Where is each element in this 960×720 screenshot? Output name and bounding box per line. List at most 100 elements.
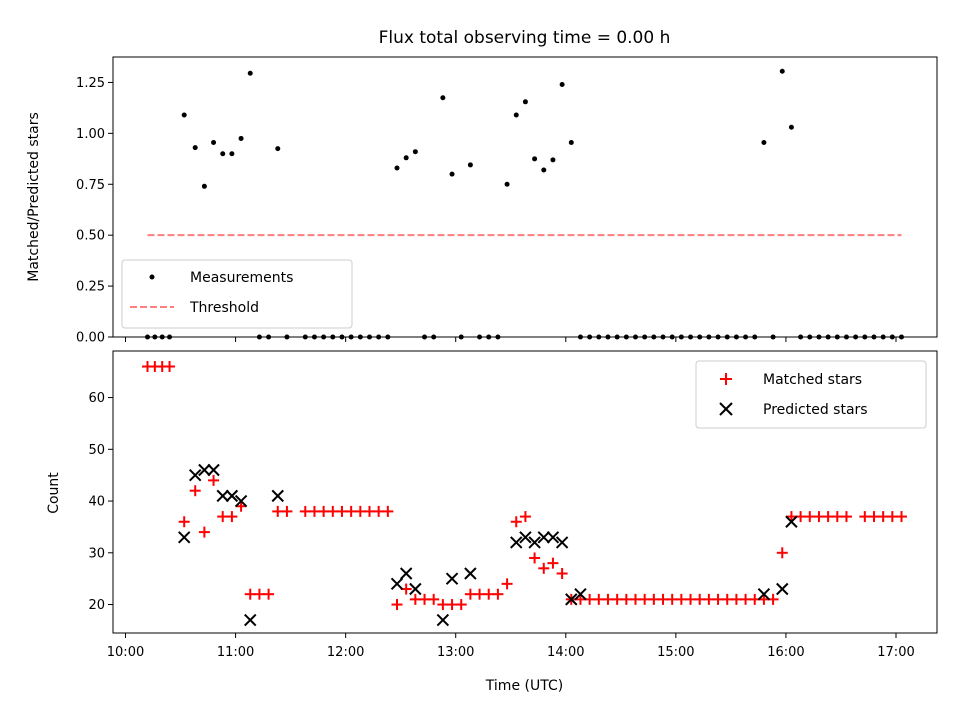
x-tick-label: 17:00 xyxy=(877,645,914,660)
predicted-star-point xyxy=(409,582,422,596)
predicted-star-point xyxy=(785,515,798,528)
matched-star-point xyxy=(721,593,733,605)
matched-star-point xyxy=(189,485,201,497)
matched-star-point xyxy=(519,511,531,523)
measurement-point xyxy=(532,156,538,162)
matched-star-point xyxy=(574,593,586,605)
measurement-point xyxy=(220,151,226,157)
x-tick-label: 14:00 xyxy=(547,645,584,660)
matched-star-point xyxy=(217,511,229,523)
measurement-point xyxy=(440,95,446,101)
legend-predicted-marker xyxy=(719,402,733,416)
measurement-point xyxy=(247,70,253,76)
measurement-point xyxy=(181,112,187,118)
measurement-point xyxy=(559,81,565,87)
bottom-legend-box xyxy=(695,360,927,429)
y-tick-label: 0.50 xyxy=(76,229,105,244)
y-tick-label: 20 xyxy=(88,598,105,613)
measurement-point xyxy=(761,140,767,146)
predicted-star-point xyxy=(528,536,541,549)
matched-star-point xyxy=(208,474,220,486)
matched-star-point xyxy=(776,547,788,559)
matched-star-point xyxy=(547,557,559,569)
matched-star-point xyxy=(345,505,357,517)
measurement-point xyxy=(541,167,547,173)
matched-star-point xyxy=(685,593,697,605)
matched-star-point xyxy=(492,588,504,600)
matched-star-point xyxy=(327,505,339,517)
matched-star-point xyxy=(831,511,843,523)
bottom-plot-area: 20 30 40 50 60 10:00 11:00 12:00 13:00 14:00 15:00… xyxy=(88,361,915,660)
matched-star-point xyxy=(178,516,190,528)
matched-star-point xyxy=(263,588,275,600)
matched-star-point xyxy=(593,593,605,605)
bottom-legend: Matched stars Predicted stars xyxy=(695,360,927,429)
matched-star-point xyxy=(538,562,550,574)
matched-star-point xyxy=(785,511,797,523)
predicted-star-point xyxy=(464,567,477,580)
legend-measurements-label: Measurements xyxy=(190,270,293,286)
legend-matched-marker xyxy=(720,373,732,385)
matched-star-point xyxy=(226,511,238,523)
matched-star-point xyxy=(419,593,431,605)
matched-star-point xyxy=(272,505,284,517)
predicted-star-point xyxy=(216,489,229,503)
measurement-point xyxy=(229,151,235,157)
measurement-point xyxy=(467,162,473,168)
y-tick-label: 50 xyxy=(88,443,105,458)
matched-star-point xyxy=(164,361,176,373)
matched-star-point xyxy=(281,505,293,517)
top-y-axis-label: Matched/Predicted stars xyxy=(26,112,42,282)
predicted-star-point xyxy=(390,577,404,591)
measurement-point xyxy=(412,149,418,155)
predicted-star-point xyxy=(198,463,211,477)
y-tick-label: 40 xyxy=(88,495,105,510)
top-legend: Measurements Threshold xyxy=(121,259,353,329)
matched-star-point xyxy=(308,505,320,517)
matched-star-point xyxy=(474,588,486,600)
measurement-point xyxy=(568,140,574,146)
matched-star-point xyxy=(198,526,210,538)
matched-star-point xyxy=(886,511,898,523)
measurement-point xyxy=(550,157,556,163)
predicted-star-point xyxy=(225,489,239,503)
x-tick-label: 10:00 xyxy=(107,645,144,660)
measurement-point xyxy=(211,140,217,146)
measurement-point xyxy=(192,145,198,151)
x-tick-label: 11:00 xyxy=(217,645,254,660)
predicted-star-point xyxy=(399,567,413,580)
matched-star-point xyxy=(611,593,623,605)
predicted-star-point xyxy=(546,531,560,544)
matched-star-point xyxy=(428,593,440,605)
predicted-star-point xyxy=(519,531,532,544)
y-tick-label: 0.00 xyxy=(76,331,105,346)
matched-star-point xyxy=(840,511,852,523)
predicted-star-point xyxy=(776,582,789,596)
matched-star-point xyxy=(253,588,265,600)
matched-star-point xyxy=(391,599,403,611)
x-tick-label: 12:00 xyxy=(327,645,364,660)
top-axes-frame xyxy=(112,56,938,338)
matched-star-point xyxy=(336,505,348,517)
matched-star-point xyxy=(712,593,724,605)
x-tick-label: 15:00 xyxy=(657,645,694,660)
bottom-axes-frame xyxy=(112,350,938,634)
matched-star-point xyxy=(694,593,706,605)
measurement-point xyxy=(779,68,785,74)
matched-star-point xyxy=(437,599,449,611)
y-tick-label: 1.00 xyxy=(76,127,105,142)
matched-star-point xyxy=(464,588,476,600)
top-legend-box xyxy=(121,259,353,329)
matched-star-point xyxy=(703,593,715,605)
predicted-star-point xyxy=(555,536,569,549)
y-tick-label: 0.25 xyxy=(76,280,105,295)
matched-star-point xyxy=(556,567,568,579)
predicted-star-point xyxy=(177,531,191,544)
matched-star-point xyxy=(602,593,614,605)
x-tick-label: 16:00 xyxy=(767,645,804,660)
matched-star-point xyxy=(740,593,752,605)
matched-star-point xyxy=(657,593,669,605)
matched-star-point xyxy=(446,599,458,611)
matched-star-point xyxy=(529,552,541,564)
